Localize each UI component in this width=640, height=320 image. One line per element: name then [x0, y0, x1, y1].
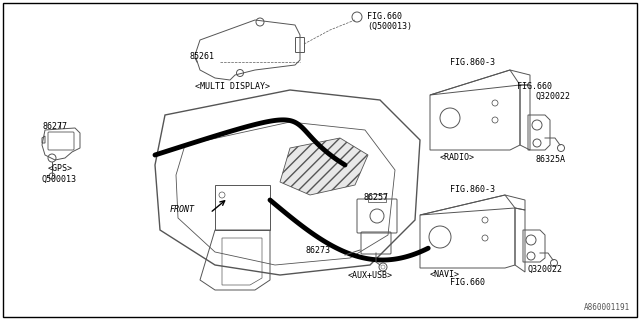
- Text: FIG.860-3: FIG.860-3: [450, 58, 495, 67]
- Text: (Q500013): (Q500013): [367, 22, 412, 31]
- Text: Q320022: Q320022: [527, 265, 562, 274]
- Text: <MULTI DISPLAY>: <MULTI DISPLAY>: [195, 82, 270, 91]
- Text: FIG.860-3: FIG.860-3: [450, 185, 495, 194]
- Text: A860001191: A860001191: [584, 303, 630, 312]
- Text: 86273: 86273: [305, 245, 330, 254]
- Bar: [368, 194, 386, 202]
- Text: FIG.660: FIG.660: [517, 82, 552, 91]
- Polygon shape: [280, 138, 368, 195]
- Bar: [215, 185, 270, 230]
- Text: <AUX+USB>: <AUX+USB>: [348, 271, 393, 280]
- Text: FRONT: FRONT: [170, 205, 195, 214]
- Text: 86325A: 86325A: [535, 155, 565, 164]
- Text: FIG.660: FIG.660: [367, 12, 402, 21]
- Text: <NAVI>: <NAVI>: [430, 270, 460, 279]
- Text: 86277: 86277: [42, 122, 67, 131]
- Text: FIG.660: FIG.660: [450, 278, 485, 287]
- Text: 85261: 85261: [190, 52, 215, 61]
- Text: Q500013: Q500013: [42, 175, 77, 184]
- Text: <RADIO>: <RADIO>: [440, 153, 475, 162]
- Text: <GPS>: <GPS>: [48, 164, 73, 173]
- Text: 86257: 86257: [363, 193, 388, 202]
- Text: Q320022: Q320022: [535, 92, 570, 101]
